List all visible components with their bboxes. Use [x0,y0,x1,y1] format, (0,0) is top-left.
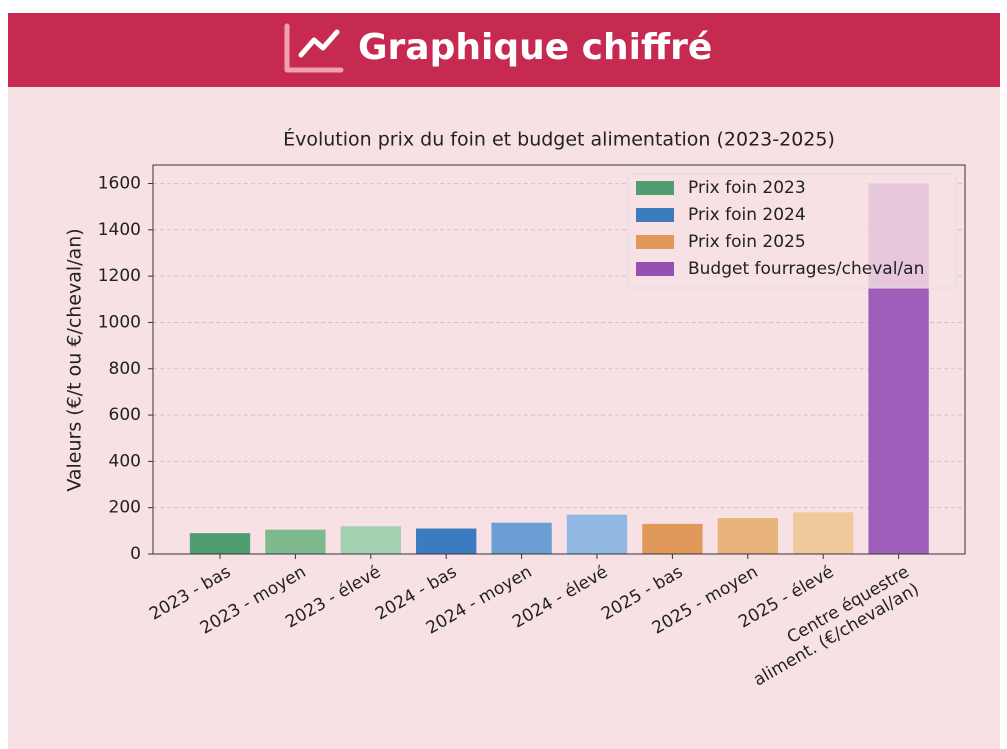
y-tick-label: 1200 [98,266,141,286]
header-band [8,13,1000,87]
plot-frame [152,164,966,555]
bar [265,529,326,554]
bar [642,523,703,554]
legend-label: Prix foin 2025 [688,232,806,252]
y-axis-label: Valeurs (€/t ou €/cheval/an) [64,228,86,491]
y-tick-label: 1400 [98,220,141,240]
bar [491,522,552,554]
legend-box [627,173,957,289]
legend-label: Prix foin 2023 [688,178,806,198]
y-tick-label: 800 [109,359,141,379]
y-tick-label: 600 [109,405,141,425]
bar [416,528,477,554]
legend-swatch [636,235,674,249]
y-tick-label: 200 [109,498,141,518]
y-tick-label: 1600 [98,174,141,194]
y-tick-label: 400 [109,451,141,471]
bar [717,518,778,554]
y-tick-label: 0 [130,544,141,564]
legend-swatch [636,262,674,276]
legend-swatch [636,181,674,195]
bar [340,526,401,554]
chart-title: Évolution prix du foin et budget aliment… [283,128,835,151]
bar [566,514,628,554]
y-tick-label: 1000 [98,312,141,332]
header-icon [284,23,344,73]
bar [189,533,251,554]
legend-label: Budget fourrages/cheval/an [688,259,924,279]
legend-swatch [636,208,674,222]
bar [793,512,854,554]
header-title: Graphique chiffré [358,27,712,68]
legend-label: Prix foin 2024 [688,205,806,225]
